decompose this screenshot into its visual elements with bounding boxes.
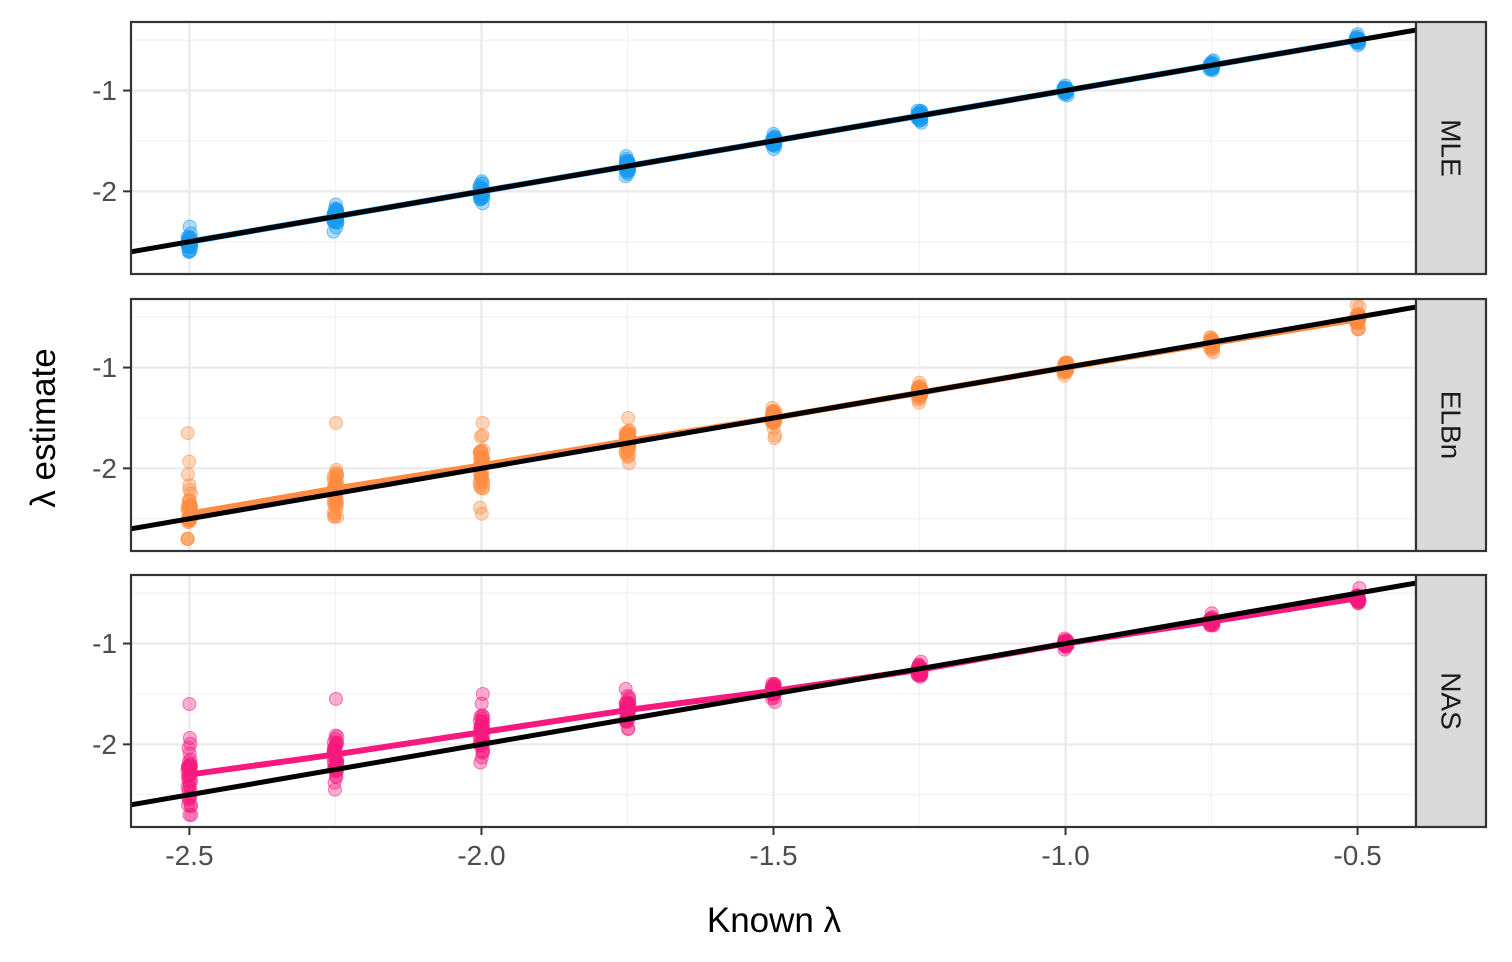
data-point xyxy=(473,429,488,444)
grid xyxy=(131,575,1416,827)
y-tick-label: -2 xyxy=(92,729,117,760)
x-tick-label: -0.5 xyxy=(1333,840,1381,871)
data-point xyxy=(473,500,488,515)
facet-panels: MLE -1 -2 ELBn -1 -2 NAS -1 -2 xyxy=(92,20,1488,829)
data-point xyxy=(181,467,196,482)
data-point xyxy=(182,697,197,712)
panel-elbn: ELBn -1 -2 xyxy=(92,297,1488,553)
facet-strip xyxy=(1414,297,1488,553)
facet-strip xyxy=(1414,20,1488,276)
data-point xyxy=(330,509,345,524)
data-point xyxy=(182,454,197,469)
x-tick-label: -2.5 xyxy=(165,840,213,871)
x-tick-label: -2.0 xyxy=(457,840,505,871)
data-point xyxy=(476,443,491,458)
y-axis-title: λ estimate xyxy=(24,348,63,508)
facet-strip xyxy=(1414,573,1488,829)
panel-nas: NAS -1 -2 xyxy=(92,573,1488,829)
data-point xyxy=(327,509,342,524)
data-point xyxy=(180,426,195,441)
panel-mle: MLE -1 -2 xyxy=(92,20,1488,276)
y-tick-label: -1 xyxy=(92,628,117,659)
facet-strip-label: NAS xyxy=(1436,672,1467,730)
data-point xyxy=(621,410,636,425)
data-point xyxy=(768,428,783,443)
data-point xyxy=(328,691,343,706)
identity-line xyxy=(130,580,1417,808)
data-point xyxy=(182,730,197,745)
identity-line xyxy=(130,304,1417,532)
data-point xyxy=(184,759,199,774)
data-point xyxy=(181,244,196,259)
data-point xyxy=(183,799,198,814)
grid xyxy=(131,299,1416,551)
data-point xyxy=(183,497,198,512)
x-tick-label: -1.0 xyxy=(1041,840,1089,871)
data-point xyxy=(475,475,490,490)
identity-line xyxy=(130,27,1417,255)
x-tick-label: -1.5 xyxy=(749,840,797,871)
data-point xyxy=(182,482,197,497)
facet-strip-label: MLE xyxy=(1436,119,1467,177)
y-tick-label: -2 xyxy=(92,453,117,484)
y-tick-label: -2 xyxy=(92,176,117,207)
y-tick-label: -1 xyxy=(92,352,117,383)
facet-strip-label: ELBn xyxy=(1436,391,1467,460)
data-point xyxy=(474,696,489,711)
data-point xyxy=(182,746,197,761)
data-point xyxy=(622,690,637,705)
x-axis: -2.5 -2.0 -1.5 -1.0 -0.5 xyxy=(165,827,1382,871)
x-axis-title: Known λ xyxy=(707,901,842,940)
data-point xyxy=(180,531,195,546)
y-tick-label: -1 xyxy=(92,75,117,106)
data-point xyxy=(329,495,344,510)
data-point xyxy=(1350,322,1365,337)
data-point xyxy=(475,415,490,430)
data-point xyxy=(329,415,344,430)
